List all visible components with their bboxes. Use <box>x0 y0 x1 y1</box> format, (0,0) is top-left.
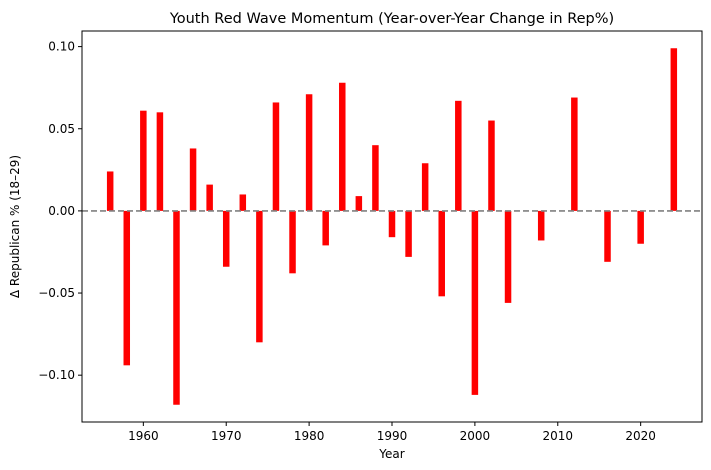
x-tick-label: 1960 <box>128 429 159 443</box>
bar-2004 <box>504 210 512 303</box>
bar-2016 <box>604 210 611 262</box>
bar-1984 <box>339 82 346 211</box>
bar-1990 <box>388 210 396 238</box>
bar-1970 <box>222 210 230 267</box>
bar-1980 <box>305 94 313 211</box>
bar-1966 <box>189 148 197 211</box>
chart-title: Youth Red Wave Momentum (Year-over-Year … <box>169 11 614 27</box>
bar-2008 <box>537 210 545 241</box>
bar-1958 <box>123 210 131 366</box>
y-tick-label: −0.05 <box>38 286 75 300</box>
bar-1956 <box>106 171 114 211</box>
bar-1976 <box>272 102 280 211</box>
x-tick-label: 2010 <box>543 429 574 443</box>
bar-1962 <box>156 112 164 211</box>
bar-2002 <box>488 120 495 211</box>
bar-1982 <box>322 210 329 246</box>
bar-1996 <box>438 210 445 297</box>
x-tick-label: 1970 <box>211 429 242 443</box>
bar-1968 <box>206 184 213 211</box>
x-tick-label: 2020 <box>625 429 656 443</box>
bar-2024 <box>670 48 678 211</box>
bar-1960 <box>140 110 147 211</box>
bar-1998 <box>455 100 462 211</box>
bar-1986 <box>355 196 363 211</box>
bar-1988 <box>372 145 379 211</box>
bar-2012 <box>571 97 578 211</box>
bars-group <box>106 48 678 405</box>
y-tick-label: −0.10 <box>38 368 75 382</box>
bar-2020 <box>637 210 644 244</box>
bar-2000 <box>471 210 479 395</box>
bar-1978 <box>289 210 296 274</box>
y-tick-label: 0.00 <box>48 204 75 218</box>
x-tick-label: 2000 <box>460 429 491 443</box>
x-axis-label: Year <box>378 447 404 461</box>
bar-1994 <box>421 163 429 211</box>
x-axis-ticks: 1960 1970 1980 1990 2000 2010 2020 <box>128 422 656 443</box>
bar-1964 <box>173 210 180 405</box>
y-tick-label: 0.05 <box>48 122 75 136</box>
y-tick-label: 0.10 <box>48 40 75 54</box>
bar-1974 <box>256 210 263 343</box>
x-tick-label: 1980 <box>294 429 325 443</box>
bar-1992 <box>405 210 412 257</box>
y-axis-label: Δ Republican % (18–29) <box>8 155 22 298</box>
y-axis-ticks: 0.10 0.05 0.00 −0.05 −0.10 <box>38 40 82 382</box>
x-tick-label: 1990 <box>377 429 408 443</box>
bar-1972 <box>239 194 247 211</box>
